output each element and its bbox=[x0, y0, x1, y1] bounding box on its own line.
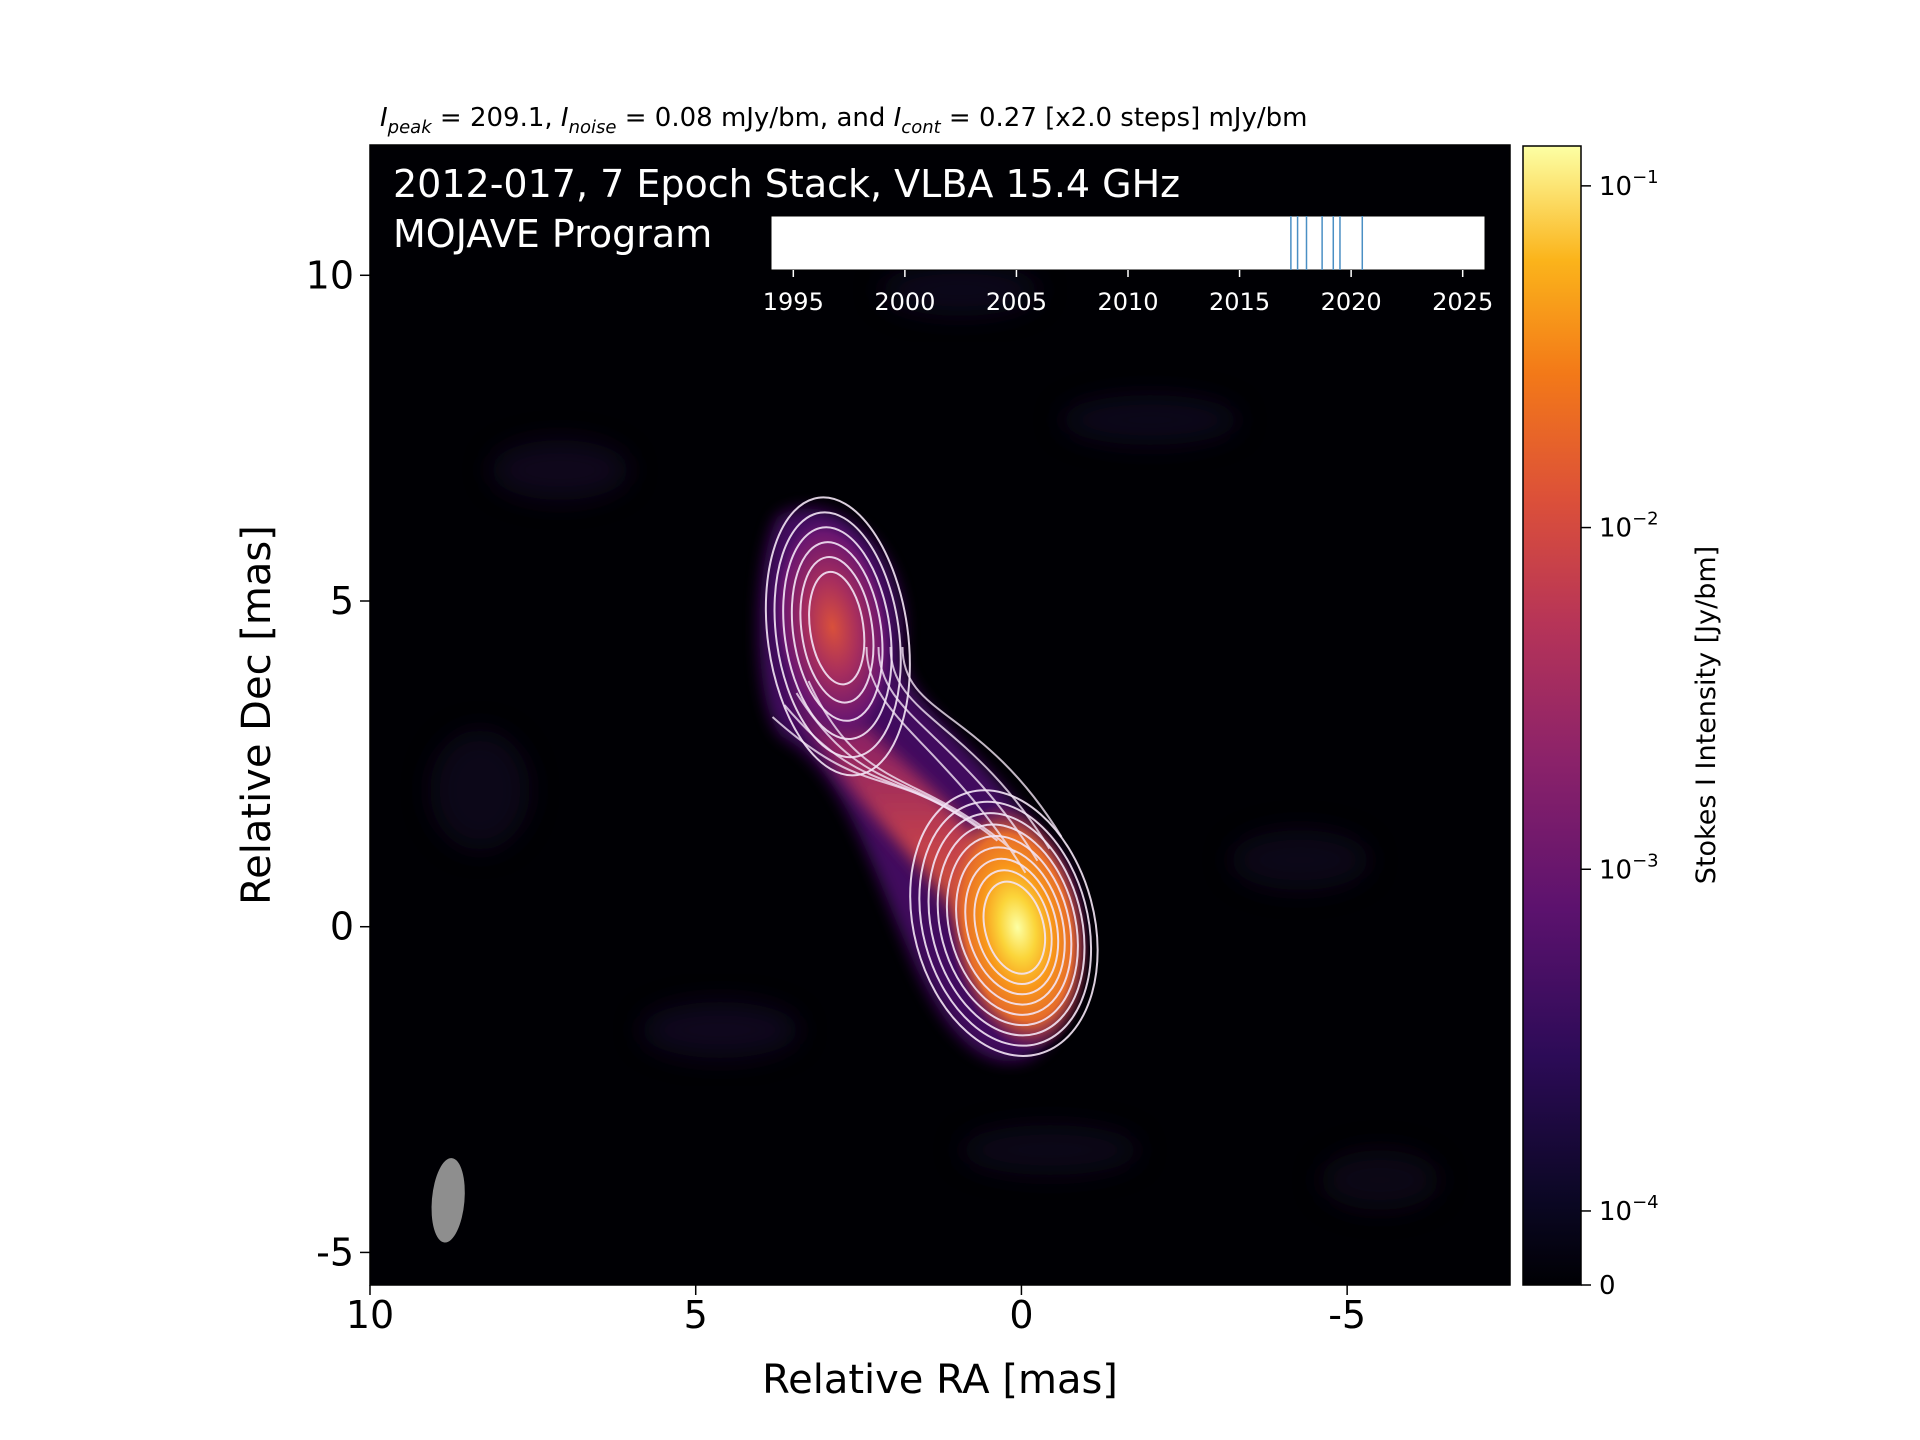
timeline-tick-label-4: 2015 bbox=[1209, 288, 1270, 316]
x-tick-label-3: -5 bbox=[1328, 1293, 1366, 1337]
y-tick-label-3: -5 bbox=[316, 1230, 354, 1274]
x-tick-label-0: 10 bbox=[346, 1293, 394, 1337]
colorbar-tick-label-4: 10−1 bbox=[1599, 167, 1659, 202]
colorbar-tick-label-0: 0 bbox=[1599, 1271, 1616, 1301]
timeline-tick-label-1: 2000 bbox=[874, 288, 935, 316]
intensity-map bbox=[369, 144, 1511, 1286]
knot-contour-4 bbox=[799, 556, 875, 704]
map-background bbox=[370, 145, 1510, 1285]
knot-contour-5 bbox=[808, 570, 866, 686]
core-contour-1 bbox=[918, 800, 1093, 1047]
background-noise bbox=[430, 264, 1440, 1210]
colorbar-ticks: 0 10−4 10−3 10−2 10−1 bbox=[1581, 167, 1659, 1301]
core-contour-5 bbox=[955, 846, 1066, 1006]
timeline-box bbox=[770, 215, 1486, 271]
x-axis: 10 5 0 -5 bbox=[346, 1285, 1366, 1337]
colorbar-tick-label-3: 10−2 bbox=[1599, 509, 1659, 544]
y-tick-label-0: 10 bbox=[306, 253, 354, 297]
timeline-tick-label-5: 2020 bbox=[1321, 288, 1382, 316]
beam-ellipse bbox=[431, 1158, 465, 1243]
contours bbox=[764, 496, 1099, 1057]
timeline-ticks: 1995 2000 2005 2010 2015 2020 2025 bbox=[763, 270, 1493, 316]
knot-emission bbox=[768, 509, 897, 745]
knot-contour-2 bbox=[782, 526, 893, 740]
epoch-timeline: 1995 2000 2005 2010 2015 2020 2025 bbox=[763, 215, 1493, 316]
chart-title: Ipeak = 209.1, Inoise = 0.08 mJy/bm, and… bbox=[380, 103, 1307, 138]
y-axis: 10 5 0 -5 bbox=[306, 253, 370, 1274]
colorbar: 0 10−4 10−3 10−2 10−1 Stokes I Intensity [Jy… bbox=[1522, 145, 1722, 1301]
y-axis-label: Relative Dec [mas] bbox=[234, 525, 280, 905]
timeline-tick-label-0: 1995 bbox=[763, 288, 824, 316]
core-contour-0 bbox=[909, 789, 1099, 1057]
x-tick-label-2: 0 bbox=[1009, 1293, 1033, 1337]
colorbar-tick-label-1: 10−4 bbox=[1599, 1192, 1659, 1227]
plot-frame bbox=[369, 144, 1511, 1286]
knot-contour-0 bbox=[764, 496, 911, 777]
core-contour-2 bbox=[927, 812, 1086, 1037]
timeline-tick-label-3: 2010 bbox=[1097, 288, 1158, 316]
core-contour-6 bbox=[964, 857, 1060, 996]
overlay-title: 2012-017, 7 Epoch Stack, VLBA 15.4 GHz bbox=[393, 162, 1180, 206]
knot-contour-3 bbox=[790, 541, 884, 722]
overlay-subtitle: MOJAVE Program bbox=[393, 212, 712, 256]
core-contour-4 bbox=[945, 834, 1073, 1016]
timeline-tick-label-6: 2025 bbox=[1432, 288, 1493, 316]
colorbar-gradient bbox=[1522, 145, 1582, 1286]
x-axis-label: Relative RA [mas] bbox=[762, 1357, 1118, 1403]
bridge-contour-3 bbox=[807, 647, 1027, 874]
y-tick-label-1: 5 bbox=[330, 579, 354, 623]
colorbar-label: Stokes I Intensity [Jy/bm] bbox=[1691, 546, 1722, 884]
knot-contour-1 bbox=[773, 511, 902, 759]
core-contour-8 bbox=[982, 880, 1047, 975]
x-tick-label-1: 5 bbox=[684, 1293, 708, 1337]
timeline-epochs bbox=[1290, 216, 1364, 270]
core-contour-7 bbox=[973, 869, 1053, 986]
colorbar-tick-label-2: 10−3 bbox=[1599, 850, 1659, 885]
bridge-contour-2 bbox=[795, 647, 1039, 862]
y-tick-label-2: 0 bbox=[330, 905, 354, 949]
bridge-contour-1 bbox=[783, 647, 1051, 850]
timeline-tick-label-2: 2005 bbox=[986, 288, 1047, 316]
